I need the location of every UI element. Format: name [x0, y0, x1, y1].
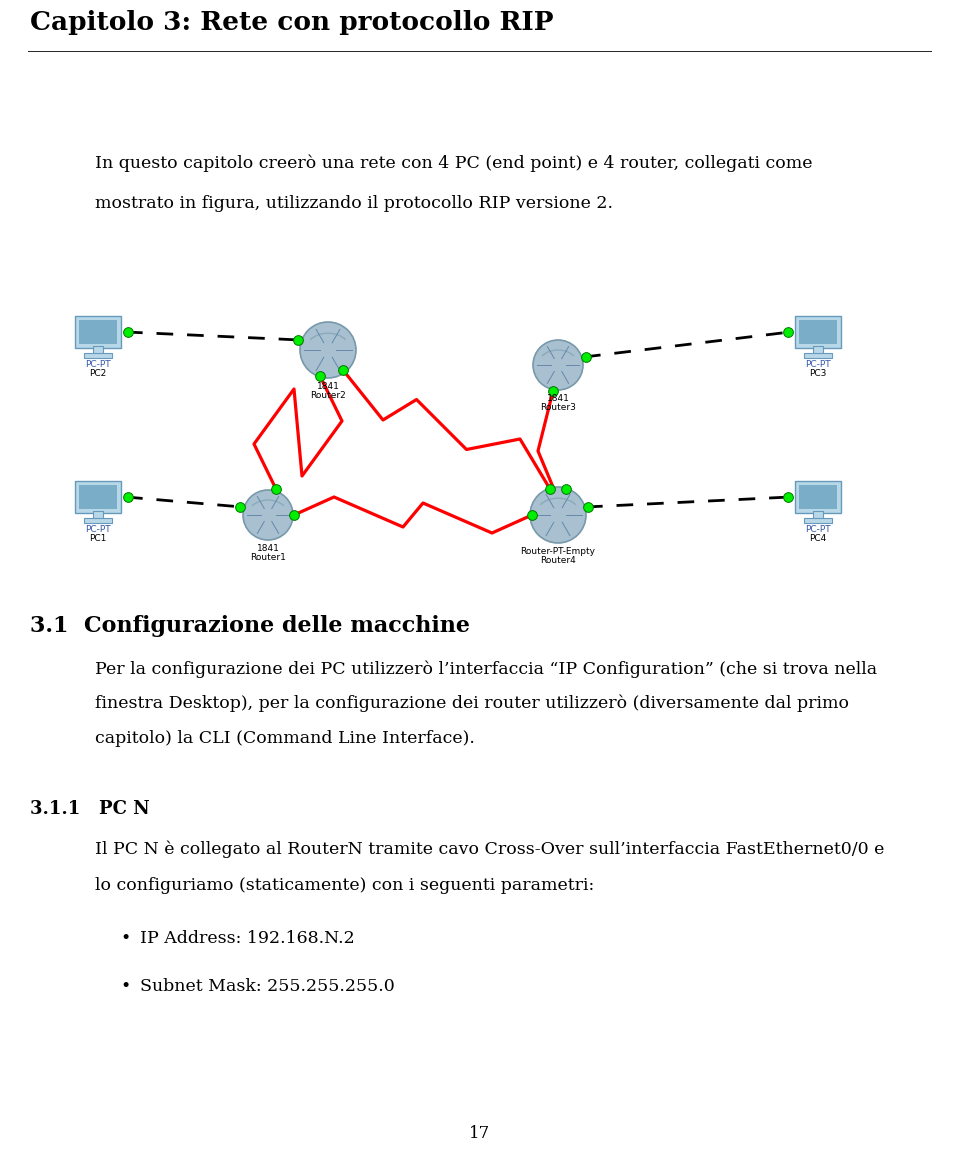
- Text: •: •: [120, 930, 131, 946]
- Text: In questo capitolo creerò una rete con 4 PC (end point) e 4 router, collegati co: In questo capitolo creerò una rete con 4…: [95, 155, 812, 172]
- Text: PC1: PC1: [89, 534, 107, 543]
- Text: Per la configurazione dei PC utilizzerò l’interfaccia “IP Configuration” (che si: Per la configurazione dei PC utilizzerò …: [95, 660, 877, 677]
- FancyBboxPatch shape: [75, 316, 121, 348]
- Text: lo configuriamo (staticamente) con i seguenti parametri:: lo configuriamo (staticamente) con i seg…: [95, 877, 594, 894]
- Text: Capitolo 3: Rete con protocollo RIP: Capitolo 3: Rete con protocollo RIP: [30, 10, 554, 34]
- Text: PC-PT: PC-PT: [805, 526, 830, 534]
- Bar: [799, 320, 837, 344]
- Bar: [84, 518, 112, 523]
- Bar: [84, 353, 112, 358]
- Text: PC4: PC4: [809, 534, 827, 543]
- Text: •: •: [120, 978, 131, 995]
- Bar: [813, 511, 823, 519]
- Text: PC-PT: PC-PT: [85, 360, 110, 369]
- Text: PC2: PC2: [89, 369, 107, 378]
- Bar: [93, 346, 103, 354]
- Text: Router1: Router1: [250, 553, 286, 562]
- Bar: [79, 320, 117, 344]
- Bar: [93, 511, 103, 519]
- Text: PC3: PC3: [809, 369, 827, 378]
- Circle shape: [530, 486, 586, 543]
- Bar: [804, 518, 832, 523]
- Text: 17: 17: [469, 1125, 491, 1142]
- Text: 3.1.1   PC N: 3.1.1 PC N: [30, 800, 150, 818]
- Text: mostrato in figura, utilizzando il protocollo RIP versione 2.: mostrato in figura, utilizzando il proto…: [95, 196, 613, 212]
- Circle shape: [243, 490, 293, 540]
- Text: 1841: 1841: [546, 394, 569, 402]
- Text: Router-PT-Empty: Router-PT-Empty: [520, 547, 595, 555]
- Text: 1841: 1841: [256, 544, 279, 553]
- Circle shape: [533, 340, 583, 390]
- Text: IP Address: 192.168.N.2: IP Address: 192.168.N.2: [140, 930, 355, 946]
- Circle shape: [300, 322, 356, 378]
- Bar: [804, 353, 832, 358]
- Text: 3.1  Configurazione delle macchine: 3.1 Configurazione delle macchine: [30, 615, 470, 637]
- Text: PC-PT: PC-PT: [805, 360, 830, 369]
- Text: Subnet Mask: 255.255.255.0: Subnet Mask: 255.255.255.0: [140, 978, 395, 995]
- FancyBboxPatch shape: [75, 481, 121, 513]
- Text: 1841: 1841: [317, 382, 340, 391]
- Bar: [799, 485, 837, 509]
- Bar: [813, 346, 823, 354]
- Text: finestra Desktop), per la configurazione dei router utilizzerò (diversamente dal: finestra Desktop), per la configurazione…: [95, 695, 849, 713]
- Text: PC-PT: PC-PT: [85, 526, 110, 534]
- Text: capitolo) la CLI (Command Line Interface).: capitolo) la CLI (Command Line Interface…: [95, 730, 475, 748]
- Bar: [79, 485, 117, 509]
- Text: Router4: Router4: [540, 555, 576, 565]
- FancyBboxPatch shape: [795, 316, 841, 348]
- Text: Router3: Router3: [540, 402, 576, 412]
- Text: Router2: Router2: [310, 391, 346, 400]
- Text: Il PC N è collegato al RouterN tramite cavo Cross-Over sull’interfaccia FastEthe: Il PC N è collegato al RouterN tramite c…: [95, 840, 884, 858]
- FancyBboxPatch shape: [795, 481, 841, 513]
